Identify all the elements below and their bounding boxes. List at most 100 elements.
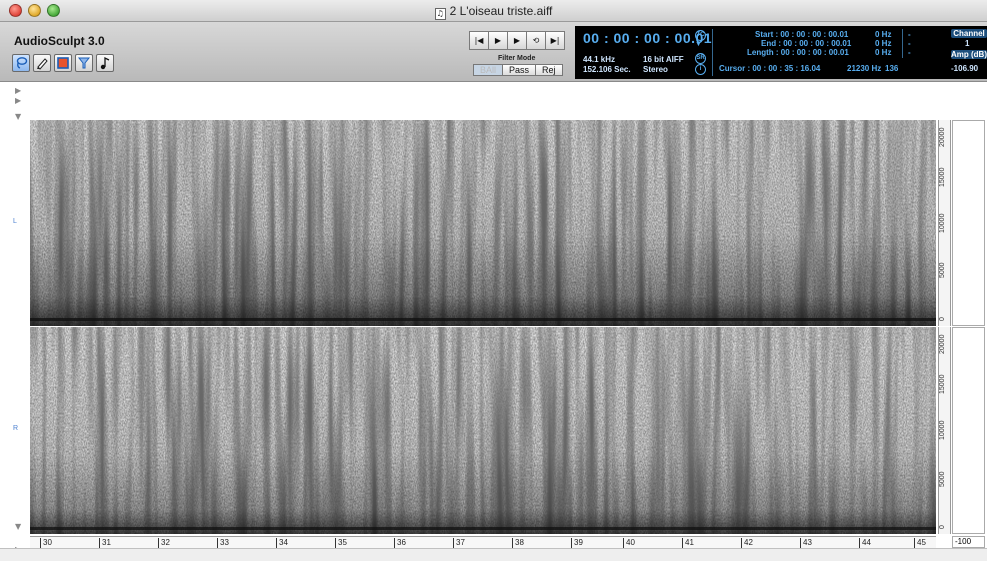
display-divider-2 bbox=[902, 29, 903, 58]
go-to-end-button[interactable]: ▶| bbox=[545, 31, 565, 50]
window-title-text: 2 L'oiseau triste.aiff bbox=[449, 4, 553, 18]
time-tick: 40 bbox=[623, 538, 635, 548]
display-divider bbox=[712, 29, 713, 76]
minimize-window-button[interactable] bbox=[28, 4, 41, 17]
level-meter-left bbox=[952, 120, 985, 326]
time-tick: 42 bbox=[741, 538, 753, 548]
end-frequency: 0 Hz bbox=[875, 39, 892, 48]
selection-length: Length : 00 : 00 : 00 : 00.01 bbox=[747, 48, 849, 57]
amp-value: -106.90 bbox=[951, 64, 979, 73]
filter-mode-label: Filter Mode bbox=[498, 55, 536, 62]
play-selection-button[interactable]: ▶ bbox=[507, 31, 527, 50]
spectrogram-right-channel[interactable] bbox=[30, 327, 936, 534]
timecode-badge[interactable]: TC bbox=[695, 30, 706, 41]
time-ruler[interactable]: 30 31 32 33 34 35 36 37 38 39 40 41 42 4… bbox=[30, 536, 936, 548]
cursor-bin: 136 bbox=[885, 64, 899, 73]
timecode-dropdown-icon[interactable]: ▼ bbox=[695, 41, 702, 48]
zoom-window-button[interactable] bbox=[47, 4, 60, 17]
window-title: ♫ 2 L'oiseau triste.aiff bbox=[0, 4, 987, 20]
time-tick: 45 bbox=[914, 538, 926, 548]
time-tick: 35 bbox=[335, 538, 347, 548]
filter-mode-selector: BAll Pass Rej bbox=[473, 64, 563, 76]
level-meter-right bbox=[952, 327, 985, 534]
sample-rate: 44.1 kHz bbox=[583, 55, 616, 64]
cursor-frequency: 21230 Hz bbox=[847, 64, 882, 73]
document-icon: ♫ bbox=[434, 8, 446, 20]
disclosure-triangle-open-icon[interactable]: ▼ bbox=[15, 112, 22, 121]
frequency-axis-left: 20000 15000 10000 5000 0 bbox=[938, 120, 951, 326]
channel-right-label: R bbox=[13, 425, 19, 432]
transport-controls: |◀ ▶ ▶ ⟲ ▶| bbox=[469, 31, 565, 50]
cursor-position: Cursor : 00 : 00 : 35 : 16.04 bbox=[719, 64, 821, 73]
channel-value[interactable]: 1 bbox=[965, 39, 970, 48]
selection-end: End : 00 : 00 : 00 : 00.01 bbox=[761, 39, 852, 48]
time-tick: 31 bbox=[99, 538, 111, 548]
freq-tick: 0 bbox=[939, 525, 946, 529]
rewind-button[interactable]: |◀ bbox=[469, 31, 489, 50]
tool-palette bbox=[12, 54, 114, 72]
info-badge[interactable]: i bbox=[695, 64, 706, 75]
info-display: 00 : 00 : 00 : 00.01 TC ▼ 44.1 kHz 16 bi… bbox=[575, 26, 987, 79]
amplitude-scale-value: -100 bbox=[955, 537, 972, 546]
selection-start: Start : 00 : 00 : 00 : 00.01 bbox=[755, 30, 849, 39]
duration: 152.106 Sec. bbox=[583, 65, 631, 74]
app-name: AudioSculpt 3.0 bbox=[14, 34, 105, 48]
rectangle-select-icon bbox=[57, 57, 69, 69]
freq-tick: 5000 bbox=[939, 471, 946, 487]
freq-tick: 15000 bbox=[939, 374, 946, 394]
frequency-axis-right: 20000 15000 10000 5000 0 bbox=[938, 327, 951, 534]
time-tick: 36 bbox=[394, 538, 406, 548]
loop-button[interactable]: ⟲ bbox=[526, 31, 546, 50]
filter-mode-all[interactable]: BAll bbox=[473, 64, 504, 76]
spectrogram-left-channel[interactable] bbox=[30, 120, 936, 326]
freq-tick: 10000 bbox=[939, 213, 946, 233]
window-titlebar: ♫ 2 L'oiseau triste.aiff bbox=[0, 0, 987, 22]
time-tick: 37 bbox=[453, 538, 465, 548]
filter-mode-pass[interactable]: Pass bbox=[502, 64, 537, 76]
bottom-bar bbox=[0, 548, 987, 561]
lasso-tool[interactable] bbox=[12, 54, 30, 72]
freq-tick: 5000 bbox=[939, 262, 946, 278]
end-dash: - bbox=[908, 39, 911, 48]
time-tick: 33 bbox=[217, 538, 229, 548]
length-frequency: 0 Hz bbox=[875, 48, 892, 57]
lasso-icon bbox=[16, 57, 28, 69]
filter-mode-reject[interactable]: Rej bbox=[535, 64, 563, 76]
time-display: 00 : 00 : 00 : 00.01 bbox=[583, 30, 713, 46]
spectrogram-left-image bbox=[30, 120, 936, 326]
disclosure-triangle-icon[interactable]: ▶ bbox=[15, 96, 22, 105]
file-format: 16 bit AIFF bbox=[643, 55, 684, 64]
freq-tick: 10000 bbox=[939, 420, 946, 440]
time-tick: 41 bbox=[682, 538, 694, 548]
amp-label: Amp (dB) bbox=[951, 50, 987, 59]
disclosure-triangle-open-icon[interactable]: ▼ bbox=[15, 522, 22, 531]
amplitude-scale: -100 bbox=[952, 536, 985, 548]
freq-tick: 20000 bbox=[939, 334, 946, 354]
spectrogram-right-image bbox=[30, 327, 936, 534]
note-icon bbox=[100, 56, 110, 70]
channels-mode: Stereo bbox=[643, 65, 668, 74]
close-window-button[interactable] bbox=[9, 4, 22, 17]
freq-tick: 0 bbox=[939, 317, 946, 321]
length-dash: - bbox=[908, 48, 911, 57]
rectangle-tool[interactable] bbox=[54, 54, 72, 72]
note-tool[interactable] bbox=[96, 54, 114, 72]
time-tick: 32 bbox=[158, 538, 170, 548]
disclosure-triangle-icon[interactable]: ▶ bbox=[15, 86, 22, 95]
time-tick: 43 bbox=[800, 538, 812, 548]
freq-tick: 20000 bbox=[939, 127, 946, 147]
start-frequency: 0 Hz bbox=[875, 30, 892, 39]
filter-tool[interactable] bbox=[75, 54, 93, 72]
pencil-tool[interactable] bbox=[33, 54, 51, 72]
channel-left-label: L bbox=[13, 218, 17, 225]
play-button[interactable]: ▶ bbox=[488, 31, 508, 50]
time-tick: 30 bbox=[40, 538, 52, 548]
sample-rate-badge[interactable]: SR bbox=[695, 53, 706, 64]
time-tick: 38 bbox=[512, 538, 524, 548]
start-dash: - bbox=[908, 30, 911, 39]
filter-icon bbox=[77, 57, 91, 69]
time-tick: 34 bbox=[276, 538, 288, 548]
pencil-icon bbox=[37, 58, 48, 70]
channel-label: Channel bbox=[951, 29, 987, 38]
freq-tick: 15000 bbox=[939, 167, 946, 187]
